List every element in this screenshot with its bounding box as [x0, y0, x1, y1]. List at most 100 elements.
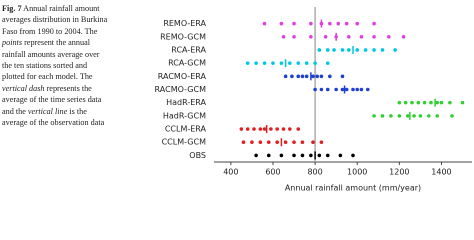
caption-text: the ten stations sorted and: [2, 61, 88, 71]
point: [403, 100, 408, 105]
point: [292, 21, 296, 26]
point: [300, 153, 305, 158]
x-tick-label: 400: [223, 168, 238, 177]
point: [245, 127, 250, 131]
point: [304, 74, 309, 79]
point: [254, 153, 258, 158]
point: [313, 61, 317, 65]
category-label: CCLM-GCM: [162, 138, 206, 147]
point: [281, 127, 286, 131]
point: [429, 100, 433, 105]
point: [258, 127, 263, 131]
point: [309, 153, 313, 158]
x-tick-label: 800: [307, 168, 322, 177]
point: [311, 140, 315, 145]
x-tick-label: 600: [265, 168, 280, 177]
figure-label: Fig. 7: [2, 4, 22, 13]
point: [422, 100, 427, 105]
point: [332, 48, 336, 52]
point: [448, 100, 452, 105]
category-label: REMO-ERA: [163, 19, 206, 28]
point: [311, 74, 315, 79]
point: [245, 61, 250, 65]
point: [365, 87, 370, 92]
point: [325, 87, 330, 92]
point: [283, 140, 288, 145]
point: [304, 61, 309, 65]
point: [254, 61, 258, 65]
point: [319, 87, 324, 92]
point: [372, 21, 376, 26]
point: [296, 61, 301, 65]
caption-text: plotted for each model. The: [2, 72, 93, 82]
point: [325, 153, 330, 158]
caption-line: vertical dash represents the: [2, 83, 122, 94]
category-label: HadR-GCM: [163, 111, 206, 120]
point: [296, 74, 301, 79]
category-label: RACMO-ERA: [158, 72, 207, 81]
point: [427, 114, 431, 118]
point: [309, 34, 313, 39]
point: [450, 114, 454, 118]
caption-text: represents the: [44, 83, 92, 93]
caption-text: points: [2, 38, 23, 48]
point: [344, 87, 349, 92]
point: [355, 48, 360, 52]
category-label: CCLM-ERA: [165, 125, 207, 134]
point: [351, 153, 355, 158]
point: [346, 48, 351, 52]
point: [250, 140, 254, 145]
point: [252, 127, 256, 131]
caption-text: vertical line: [27, 106, 68, 116]
point: [416, 100, 421, 105]
point: [380, 48, 385, 52]
point: [317, 48, 322, 52]
point: [325, 48, 330, 52]
point: [410, 100, 414, 105]
point: [292, 34, 296, 39]
caption-text: represent the annual: [22, 38, 91, 48]
point: [258, 140, 263, 145]
point: [266, 140, 271, 145]
point: [288, 127, 292, 131]
point: [393, 48, 397, 52]
point: [241, 140, 246, 145]
caption-text: average of the observation data: [2, 118, 105, 128]
point: [319, 140, 324, 145]
point: [401, 34, 406, 39]
point: [460, 100, 465, 105]
point: [323, 34, 328, 39]
point: [292, 140, 296, 145]
point: [281, 34, 286, 39]
category-label: RCA-ERA: [171, 45, 206, 54]
point: [397, 114, 402, 118]
point: [412, 114, 416, 118]
caption-line: average of the time series data: [2, 94, 122, 105]
chart: 400 600 800 1000 1200 1400 Annual rainfall amo…: [155, 7, 472, 193]
point: [300, 74, 305, 79]
point: [372, 114, 376, 118]
point: [336, 21, 341, 26]
point: [239, 127, 244, 131]
caption-line: averages distribution in Burkina: [2, 14, 122, 25]
point: [397, 100, 402, 105]
page: Fig. 7 Annual rainfall amount averages di…: [2, 3, 472, 193]
point: [372, 34, 376, 39]
point: [290, 74, 294, 79]
point: [317, 153, 322, 158]
point: [325, 61, 330, 65]
x-axis-label: Annual rainfall amount (mm/year): [285, 184, 421, 193]
caption-text: Faso from 1990 to 2004. The: [2, 26, 98, 36]
point: [355, 21, 360, 26]
point: [359, 87, 364, 92]
caption: Fig. 7 Annual rainfall amount averages di…: [2, 3, 122, 128]
point: [328, 74, 332, 79]
point: [288, 61, 292, 65]
point: [313, 87, 317, 92]
point: [262, 21, 267, 26]
caption-text: averages distribution in Burkina: [2, 15, 108, 25]
point: [262, 61, 267, 65]
point: [351, 87, 355, 92]
point: [315, 74, 320, 79]
point: [269, 127, 273, 131]
